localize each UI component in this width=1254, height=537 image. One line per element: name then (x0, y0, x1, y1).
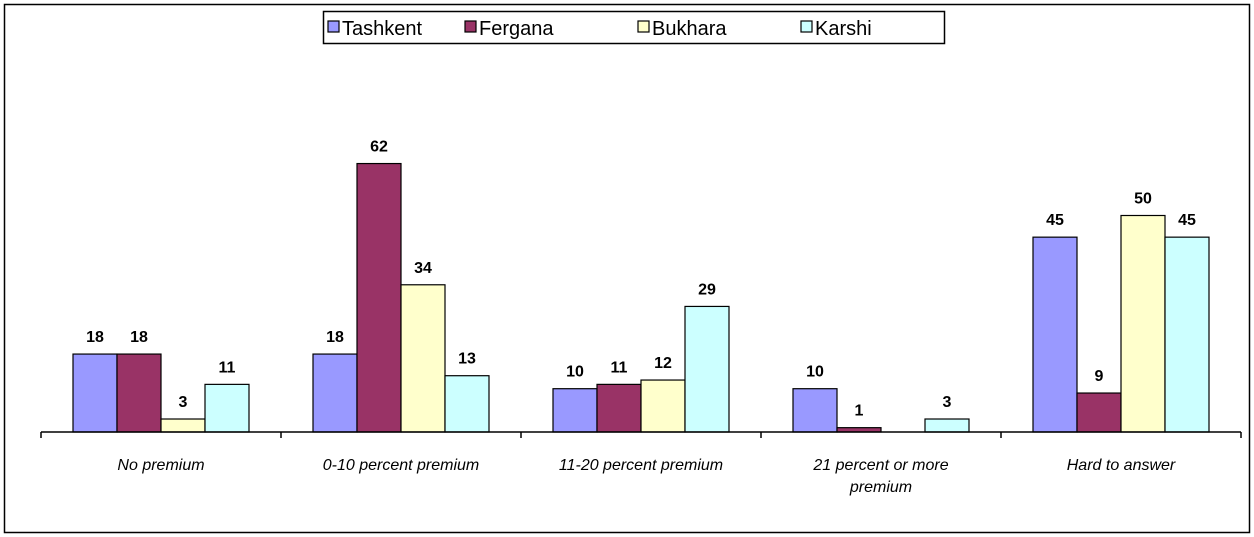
data-label: 45 (1178, 212, 1196, 229)
bar (160, 418, 206, 433)
bar (552, 388, 598, 433)
data-label: 34 (414, 260, 432, 277)
legend-swatch (464, 20, 477, 33)
bar (1120, 214, 1166, 433)
legend-swatch (637, 20, 650, 33)
bar (1032, 236, 1078, 433)
legend-swatch (327, 20, 340, 33)
bar (640, 379, 686, 433)
data-label: 62 (370, 139, 388, 156)
x-tick-label: Hard to answer (1066, 457, 1176, 474)
data-label: 10 (806, 364, 824, 381)
bar (596, 383, 642, 433)
bar (1164, 236, 1210, 433)
legend-label: Karshi (815, 18, 872, 40)
data-label: 3 (179, 394, 188, 411)
bar (312, 353, 358, 433)
legend-swatch (800, 20, 813, 33)
legend-box (322, 10, 946, 45)
legend-label: Fergana (479, 18, 554, 40)
bar (204, 383, 250, 433)
bar (72, 353, 118, 433)
data-label: 10 (566, 364, 584, 381)
data-label: 11 (219, 359, 236, 376)
data-label: 45 (1046, 212, 1064, 229)
bar (116, 353, 162, 433)
data-label: 13 (458, 351, 476, 368)
legend-label: Bukhara (652, 18, 727, 40)
x-tick-label: 11-20 percent premium (558, 457, 724, 474)
data-label: 9 (1095, 368, 1104, 385)
bar (684, 305, 730, 433)
legend-label: Tashkent (342, 18, 422, 40)
data-label: 18 (326, 329, 344, 346)
x-tick-label: 21 percent or more premium (813, 457, 949, 496)
data-label: 1 (855, 403, 864, 420)
data-label: 50 (1134, 191, 1152, 208)
x-tick-label: 0-10 percent premium (322, 457, 480, 474)
data-label: 18 (130, 329, 148, 346)
data-label: 3 (943, 394, 952, 411)
x-tick-label: No premium (117, 457, 205, 474)
data-label: 18 (86, 329, 104, 346)
legend: Tashkent Fergana Bukhara Karshi (322, 10, 946, 45)
data-label: 11 (611, 359, 628, 376)
bar (444, 375, 490, 433)
bar (792, 388, 838, 433)
bar (400, 284, 446, 433)
data-label: 29 (698, 281, 716, 298)
bar (356, 162, 402, 433)
bar (924, 418, 970, 433)
data-label: 12 (654, 355, 672, 372)
bar (1076, 392, 1122, 433)
